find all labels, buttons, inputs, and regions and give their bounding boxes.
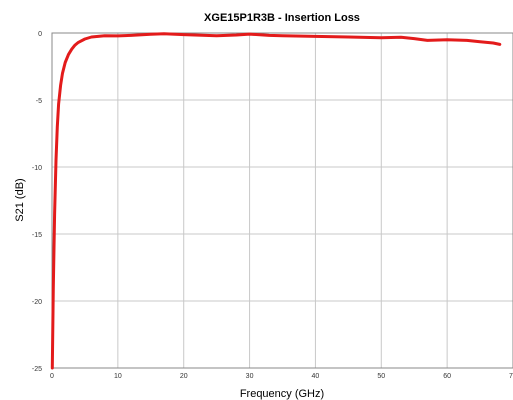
y-tick-label: 0 bbox=[38, 31, 42, 38]
series-layer bbox=[50, 32, 502, 370]
x-tick-label: 50 bbox=[377, 373, 385, 380]
grid bbox=[52, 33, 513, 368]
y-tick-label: -25 bbox=[32, 366, 42, 373]
x-tick-label: 10 bbox=[114, 373, 122, 380]
x-tick-label: 20 bbox=[180, 373, 188, 380]
x-tick-label: 60 bbox=[443, 373, 451, 380]
y-tick-label: -5 bbox=[36, 98, 42, 105]
x-axis-label: Frequency (GHz) bbox=[240, 388, 324, 400]
chart-title: XGE15P1R3B - Insertion Loss bbox=[204, 12, 360, 24]
y-axis-label: S21 (dB) bbox=[14, 178, 26, 221]
y-tick-label: -20 bbox=[32, 299, 42, 306]
x-tick-label: 0 bbox=[50, 373, 54, 380]
x-tick-label: 40 bbox=[312, 373, 320, 380]
tick-labels: 0 10 20 30 40 50 60 70-5-10-15-20-25 bbox=[32, 31, 513, 380]
y-tick-label: -15 bbox=[32, 232, 42, 239]
series-line-s21 bbox=[50, 32, 502, 370]
y-tick-label: -10 bbox=[32, 165, 42, 172]
plot-frame bbox=[51, 32, 513, 369]
x-tick-label: 7 bbox=[509, 373, 513, 380]
x-tick-label: 30 bbox=[246, 373, 254, 380]
